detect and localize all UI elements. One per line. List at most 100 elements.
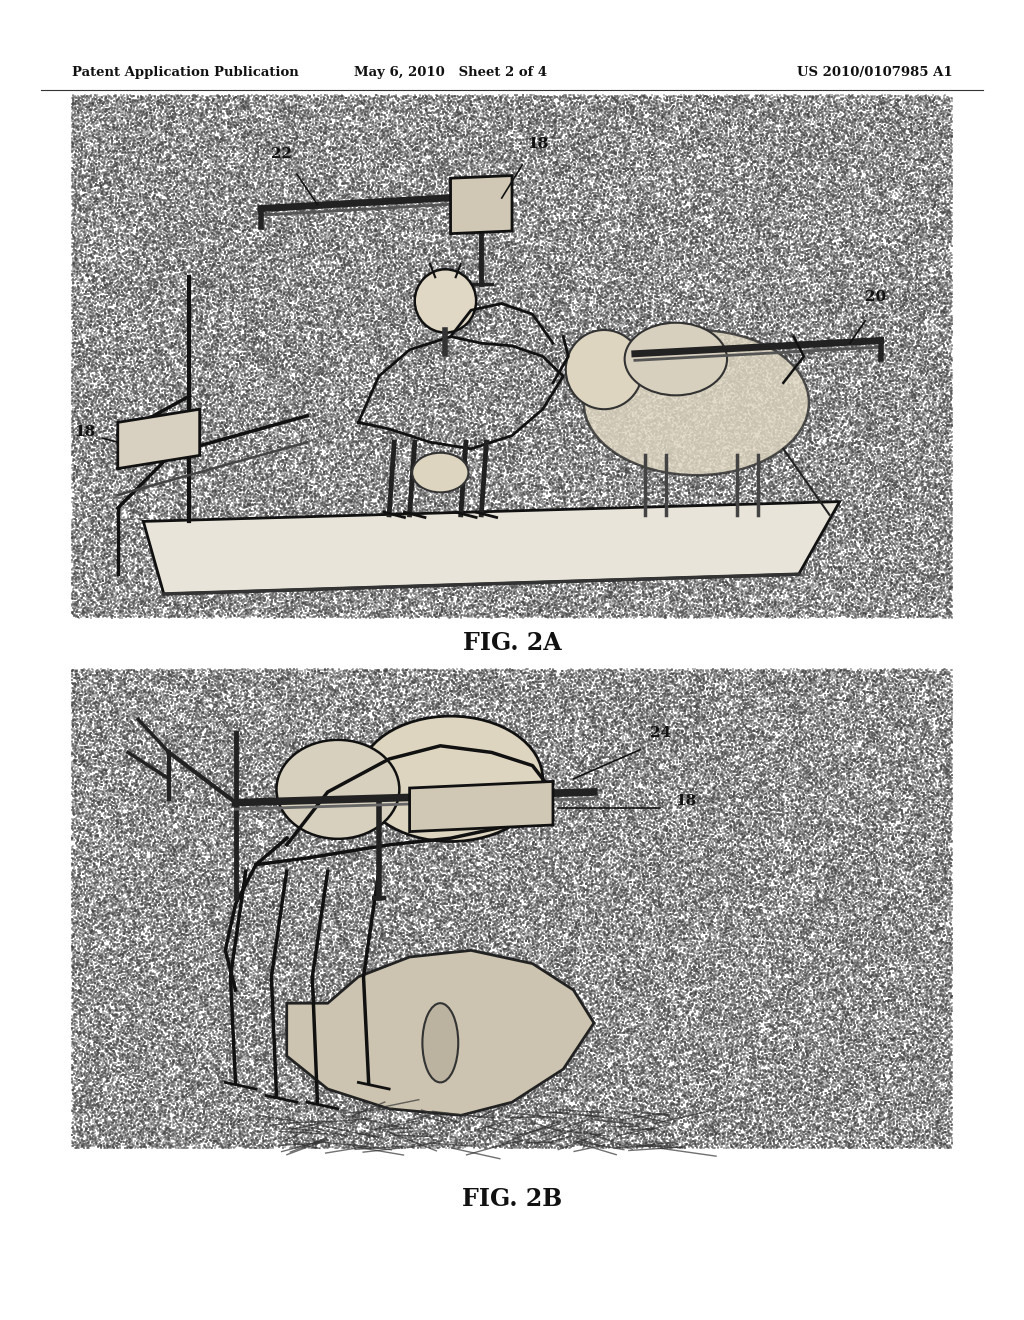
Point [488, 590, 505, 611]
Point [441, 300, 458, 321]
Point [382, 421, 398, 442]
Point [105, 1118, 122, 1139]
Point [772, 603, 788, 624]
Point [288, 1101, 304, 1122]
Point [745, 401, 762, 422]
Point [942, 457, 958, 478]
Point [741, 144, 758, 165]
Point [549, 747, 565, 768]
Point [676, 133, 692, 154]
Point [672, 288, 688, 309]
Point [388, 107, 404, 128]
Point [654, 1111, 671, 1133]
Point [771, 754, 787, 775]
Point [369, 1114, 385, 1135]
Point [715, 309, 731, 330]
Point [224, 141, 241, 162]
Point [721, 725, 737, 746]
Point [549, 682, 565, 704]
Point [916, 1113, 933, 1134]
Point [538, 337, 554, 358]
Point [82, 484, 98, 506]
Point [588, 606, 604, 627]
Point [820, 186, 837, 207]
Point [388, 156, 404, 177]
Point [314, 412, 331, 433]
Point [302, 100, 318, 121]
Point [127, 194, 143, 215]
Point [409, 272, 425, 293]
Point [929, 1081, 945, 1102]
Point [367, 850, 383, 871]
Point [842, 818, 858, 840]
Point [912, 457, 929, 478]
Point [891, 755, 907, 776]
Point [596, 309, 612, 330]
Point [96, 428, 113, 449]
Point [708, 347, 724, 368]
Point [137, 408, 154, 429]
Point [696, 847, 713, 869]
Point [841, 792, 857, 813]
Point [861, 954, 878, 975]
Point [259, 978, 275, 999]
Point [612, 389, 629, 411]
Point [627, 1036, 643, 1057]
Point [600, 424, 616, 445]
Point [607, 813, 624, 834]
Point [851, 322, 867, 343]
Point [746, 565, 763, 586]
Point [739, 143, 756, 164]
Point [841, 986, 857, 1007]
Point [694, 107, 711, 128]
Point [739, 543, 756, 564]
Point [394, 821, 411, 842]
Point [288, 969, 304, 990]
Point [547, 162, 563, 183]
Point [900, 961, 916, 982]
Point [329, 474, 345, 495]
Point [256, 529, 272, 550]
Point [657, 417, 674, 438]
Point [590, 286, 606, 308]
Point [719, 746, 735, 767]
Point [892, 519, 908, 540]
Point [409, 411, 425, 432]
Point [552, 870, 568, 891]
Point [586, 722, 602, 743]
Point [877, 281, 893, 302]
Point [742, 583, 759, 605]
Point [711, 1043, 727, 1064]
Point [933, 668, 949, 689]
Point [838, 370, 854, 391]
Point [549, 165, 565, 186]
Point [797, 710, 813, 731]
Point [617, 693, 634, 714]
Point [804, 400, 820, 421]
Point [850, 849, 866, 870]
Point [214, 125, 230, 147]
Point [205, 916, 221, 937]
Point [225, 904, 242, 925]
Point [463, 466, 479, 487]
Point [379, 929, 395, 950]
Point [348, 150, 365, 172]
Point [174, 197, 190, 218]
Point [597, 743, 613, 764]
Point [762, 1122, 778, 1143]
Point [403, 293, 420, 314]
Point [89, 491, 105, 512]
Point [605, 544, 622, 565]
Point [255, 1138, 271, 1159]
Point [185, 360, 202, 381]
Point [103, 111, 120, 132]
Point [365, 718, 381, 739]
Point [227, 685, 244, 706]
Point [738, 414, 755, 436]
Point [896, 1043, 912, 1064]
Point [672, 797, 688, 818]
Point [762, 539, 778, 560]
Point [527, 1076, 544, 1097]
Point [925, 1121, 941, 1142]
Point [567, 989, 584, 1010]
